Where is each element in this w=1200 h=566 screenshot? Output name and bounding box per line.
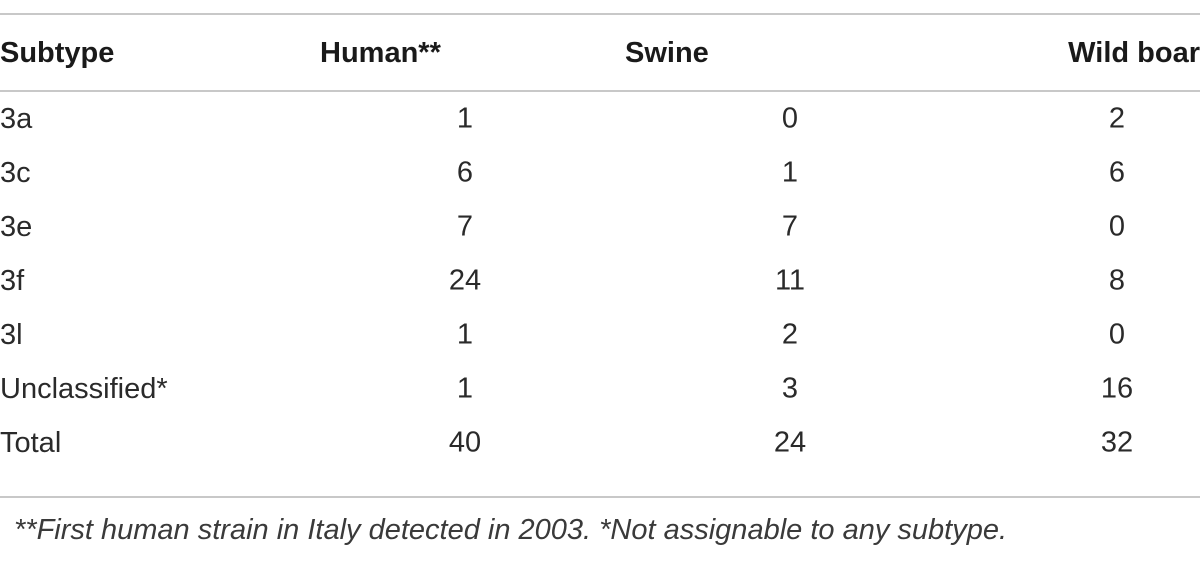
cell-wild-boar: 32 <box>1100 426 1134 459</box>
cell-subtype: 3e <box>0 210 33 243</box>
cell-subtype: 3f <box>0 264 25 297</box>
top-rule <box>0 13 1200 15</box>
table-row: 3f 24 11 8 <box>0 254 1200 308</box>
header-swine: Swine <box>625 36 709 69</box>
header-wild-boar: Wild boar <box>1068 36 1200 69</box>
table-row: 3e 7 7 0 <box>0 200 1200 254</box>
cell-human: 24 <box>448 264 482 297</box>
table-row: 3l 1 2 0 <box>0 308 1200 362</box>
cell-subtype: 3c <box>0 156 31 189</box>
cell-human: 7 <box>456 210 474 243</box>
header-subtype: Subtype <box>0 36 115 69</box>
cell-swine: 2 <box>781 318 799 351</box>
cell-wild-boar: 8 <box>1108 264 1126 297</box>
table-row: Unclassified* 1 3 16 <box>0 362 1200 416</box>
cell-swine: 7 <box>781 210 799 243</box>
cell-human: 1 <box>456 102 474 135</box>
cell-subtype: 3a <box>0 102 33 135</box>
table-footnote: **First human strain in Italy detected i… <box>14 514 1008 546</box>
cell-human: 6 <box>456 156 474 189</box>
cell-wild-boar: 16 <box>1100 372 1134 405</box>
cell-wild-boar: 2 <box>1108 102 1126 135</box>
header-row: Subtype Human** Swine Wild boar <box>0 0 1200 92</box>
cell-wild-boar: 0 <box>1108 318 1126 351</box>
cell-subtype: Total <box>0 426 62 459</box>
cell-subtype: 3l <box>0 318 23 351</box>
cell-swine: 1 <box>781 156 799 189</box>
table-row: 3a 1 0 2 <box>0 92 1200 146</box>
cell-swine: 24 <box>773 426 807 459</box>
header-rule <box>0 90 1200 92</box>
table-row: 3c 6 1 6 <box>0 146 1200 200</box>
cell-subtype: Unclassified* <box>0 372 168 405</box>
cell-wild-boar: 6 <box>1108 156 1126 189</box>
table-row-total: Total 40 24 32 <box>0 416 1200 470</box>
bottom-rule <box>0 496 1200 498</box>
cell-wild-boar: 0 <box>1108 210 1126 243</box>
cell-swine: 0 <box>781 102 799 135</box>
cell-swine: 3 <box>781 372 799 405</box>
cell-human: 1 <box>456 318 474 351</box>
cell-human: 40 <box>448 426 482 459</box>
cell-human: 1 <box>456 372 474 405</box>
cell-swine: 11 <box>774 264 806 297</box>
header-human: Human** <box>320 36 441 69</box>
subtype-table: Subtype Human** Swine Wild boar 3a 1 0 2… <box>0 0 1200 470</box>
